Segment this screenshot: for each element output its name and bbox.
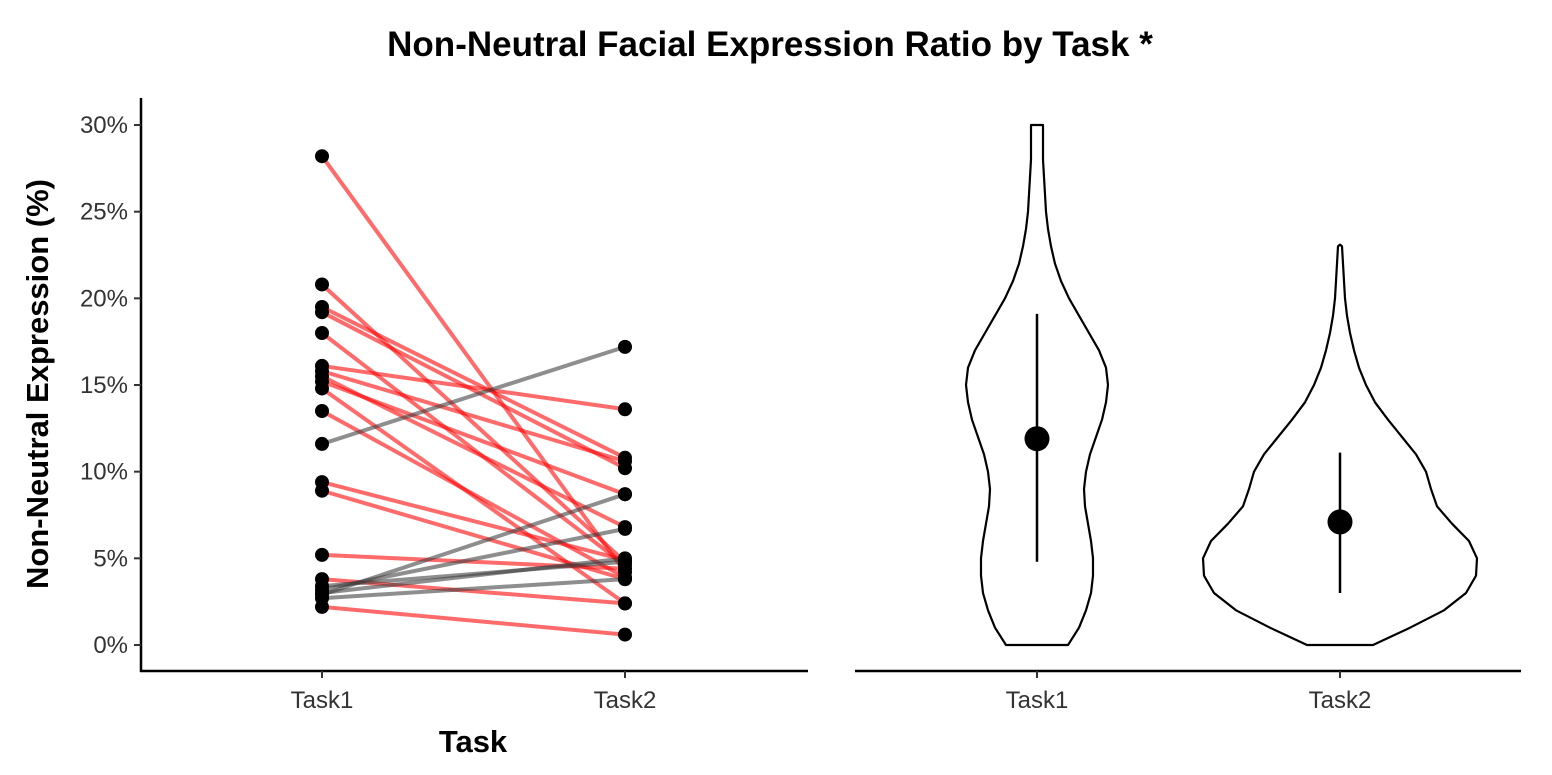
data-point	[618, 572, 632, 587]
data-point	[618, 627, 632, 642]
y-tick-label: 20%	[80, 285, 128, 312]
y-tick-label: 5%	[93, 545, 128, 572]
paired-line	[320, 526, 627, 592]
paired-line	[320, 577, 627, 601]
data-point	[315, 483, 329, 498]
data-point	[618, 487, 632, 502]
paired-points	[315, 149, 632, 642]
data-point	[618, 339, 632, 354]
data-point	[315, 305, 329, 320]
data-point	[618, 596, 632, 611]
data-point	[315, 547, 329, 562]
right-x-ticks: Task1 Task2	[1006, 671, 1372, 714]
right-panel: Task1 Task2	[855, 123, 1521, 714]
data-point	[315, 381, 329, 396]
paired-line	[320, 344, 627, 446]
y-tick-label: 30%	[80, 112, 128, 139]
data-point	[315, 436, 329, 451]
paired-line	[320, 409, 627, 580]
y-tick-label: 25%	[80, 199, 128, 226]
chart-title: Non-Neutral Facial Expression Ratio by T…	[387, 25, 1153, 64]
violins	[964, 123, 1479, 647]
y-tick-label: 15%	[80, 372, 128, 399]
paired-line	[320, 480, 627, 563]
data-point	[315, 404, 329, 418]
paired-line	[320, 559, 627, 589]
paired-line	[320, 305, 627, 460]
left-x-ticks: Task1 Task2	[291, 671, 657, 714]
paired-line	[320, 604, 627, 637]
data-point	[315, 326, 329, 340]
data-point	[618, 402, 632, 417]
data-point	[315, 277, 329, 292]
y-tick-label: 10%	[80, 459, 128, 486]
x-tick-label: Task1	[291, 687, 354, 714]
x-tick-label: Task2	[1309, 687, 1372, 714]
x-tick-label: Task2	[594, 687, 657, 714]
paired-line	[320, 310, 627, 471]
data-point	[618, 554, 632, 569]
x-tick-label: Task1	[1006, 687, 1069, 714]
y-tick-label: 0%	[93, 632, 128, 659]
x-axis-label: Task	[439, 724, 508, 759]
paired-lines	[320, 154, 627, 637]
left-y-ticks: 0% 5% 10% 15% 20% 25% 30%	[80, 112, 141, 659]
violin-shape	[1201, 243, 1479, 647]
paired-line	[320, 363, 627, 412]
violin-mean-point	[1327, 509, 1353, 535]
data-point	[618, 454, 632, 469]
violin-mean-point	[1024, 426, 1050, 452]
data-point	[315, 579, 329, 594]
paired-line	[320, 369, 627, 464]
data-point	[315, 591, 329, 606]
y-axis-label: Non-Neutral Expression (%)	[20, 179, 55, 589]
data-point	[315, 149, 329, 164]
paired-line	[320, 379, 627, 497]
left-panel: 0% 5% 10% 15% 20% 25% 30% Task1 Task2 Non-Neutr…	[20, 98, 808, 759]
data-point	[618, 521, 632, 536]
